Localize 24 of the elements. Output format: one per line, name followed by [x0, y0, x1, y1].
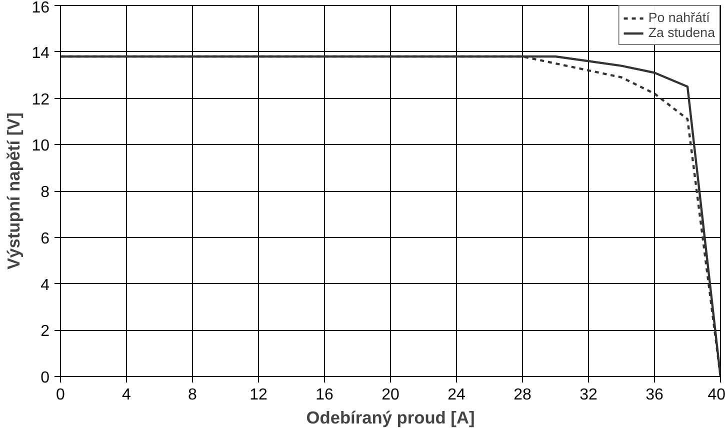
x-tick-label: 16: [316, 386, 334, 404]
y-tick-label: 2: [40, 323, 50, 340]
legend-label: Za studena: [648, 25, 715, 40]
y-tick-label: 12: [32, 91, 50, 108]
x-tick-label: 0: [56, 386, 66, 404]
x-tick-label: 40: [708, 386, 725, 404]
y-axis-title: Výstupní napětí [V]: [4, 112, 24, 270]
y-tick-label: 4: [40, 276, 50, 294]
x-tick-label: 24: [448, 386, 466, 404]
y-tick-label: 16: [32, 0, 50, 16]
y-tick-label: 0: [40, 370, 50, 386]
x-tick-label: 12: [250, 386, 268, 404]
x-tick-label: 20: [382, 386, 400, 404]
x-tick-label: 36: [646, 386, 664, 404]
y-tick-label: 10: [32, 138, 50, 155]
y-tick-label: 14: [32, 44, 50, 62]
x-tick-label: 28: [514, 386, 532, 404]
x-axis-title: Odebíraný proud [A]: [306, 408, 475, 428]
y-tick-label: 6: [40, 230, 50, 248]
y-tick-label: 8: [40, 184, 50, 201]
legend-label: Po nahřátí: [648, 10, 710, 25]
x-tick-label: 32: [580, 386, 598, 404]
x-tick-label: 4: [122, 386, 132, 404]
x-tick-label: 8: [188, 386, 198, 404]
